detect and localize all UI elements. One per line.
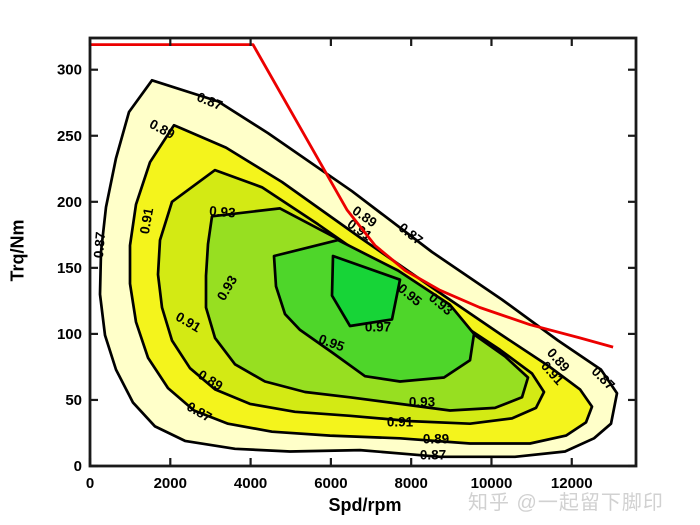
y-tick-label: 250: [57, 128, 82, 145]
x-tick-label: 12000: [551, 475, 593, 492]
contour-label: 0.87: [91, 231, 108, 258]
y-axis-label: Trq/Nm: [7, 219, 28, 282]
y-tick-label: 300: [57, 62, 82, 79]
x-tick-label: 2000: [154, 475, 187, 492]
contour-label: 0.97: [365, 319, 391, 334]
contour-label: 0.87: [420, 447, 446, 462]
watermark-text: 知乎 @一起留下脚印: [468, 492, 664, 514]
x-tick-label: 8000: [394, 475, 427, 492]
y-tick-label: 50: [65, 392, 82, 409]
contour-label: 0.93: [409, 395, 436, 410]
contour-label: 0.93: [209, 203, 237, 220]
torque-speed-envelope-line: [90, 43, 614, 349]
y-tick-label: 100: [57, 326, 82, 343]
contour-ring-0.97: [330, 254, 402, 328]
contour-label: 0.89: [423, 432, 449, 447]
y-tick-label: 150: [57, 260, 82, 277]
y-tick-label: 0: [74, 458, 82, 475]
x-tick-label: 4000: [234, 475, 267, 492]
contour-label: 0.91: [137, 206, 156, 235]
axes-frame: [88, 36, 638, 468]
y-tick-label: 200: [57, 194, 82, 211]
x-tick-label: 0: [86, 475, 94, 492]
contour-label: 0.91: [387, 414, 414, 429]
x-tick-label: 6000: [314, 475, 347, 492]
x-axis-label: Spd/rpm: [328, 495, 402, 515]
x-tick-label: 10000: [471, 475, 513, 492]
